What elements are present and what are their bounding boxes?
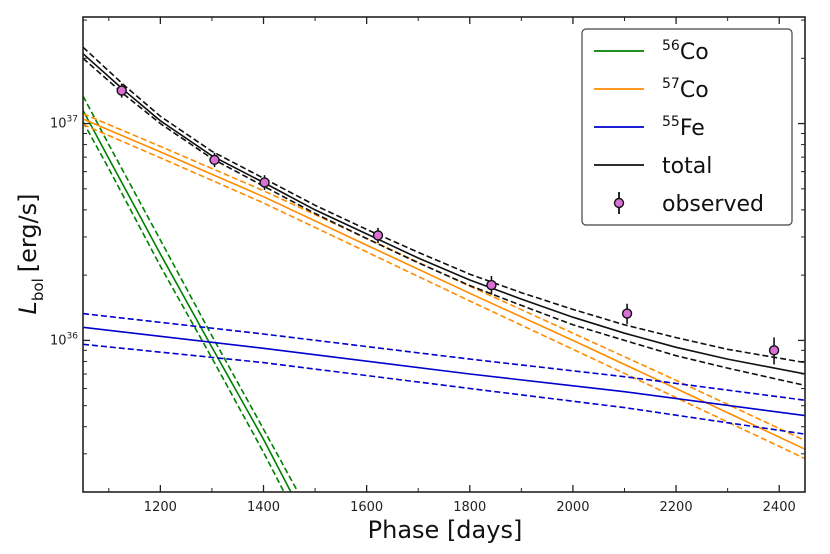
series-55fe-line	[83, 326, 805, 417]
legend-label-55fe: 55Fe	[662, 114, 705, 141]
observed-point	[209, 154, 220, 166]
observed-point	[621, 308, 633, 319]
y-axis-label-main: L	[14, 301, 42, 314]
series-57co-upper	[83, 112, 805, 442]
legend: 56Co 57Co 55Fe total observed	[581, 28, 793, 226]
y-tick-label: 1036	[50, 331, 78, 348]
observed-point	[116, 85, 127, 96]
observed-point	[259, 177, 270, 188]
legend-box	[581, 28, 793, 226]
observed-points	[116, 83, 780, 365]
series-56co-upper	[83, 95, 299, 492]
series-total-lower	[83, 57, 805, 387]
x-tick-label: 1600	[350, 500, 383, 515]
x-tick-label: 2400	[763, 500, 796, 515]
legend-label-observed: observed	[662, 192, 764, 217]
legend-label-57co: 57Co	[662, 76, 709, 103]
series-total-line	[83, 53, 805, 375]
observed-point	[768, 345, 780, 356]
x-tick-label: 1200	[144, 500, 177, 515]
x-tick-label: 2200	[660, 500, 693, 515]
y-axis-label: Lbol [erg/s]	[14, 193, 47, 314]
x-tick-label: 2000	[556, 500, 589, 515]
y-tick-label: 1037	[50, 115, 78, 132]
series-55fe-upper	[83, 312, 805, 401]
x-tick-label: 1400	[247, 500, 280, 515]
x-tick-label: 1800	[453, 500, 486, 515]
observed-point	[486, 279, 497, 291]
series-layer	[83, 46, 805, 492]
series-55fe-lower	[83, 343, 805, 435]
axes: 1200 1400 1600 1800 2000 2200 2400 1036 1037	[50, 16, 806, 515]
series-56co-line	[83, 110, 292, 492]
legend-label-total: total	[662, 154, 712, 179]
legend-swatch-observed	[613, 197, 625, 209]
plot-frame	[82, 16, 806, 493]
series-total-upper	[83, 46, 805, 364]
observed-point	[372, 230, 384, 241]
legend-label-56co: 56Co	[662, 38, 709, 65]
series-57co-lower	[83, 123, 805, 460]
axis-labels: Phase [days] Lbol [erg/s]	[14, 193, 522, 544]
y-axis-label-sub: bol	[29, 278, 47, 301]
y-axis-label-unit: [erg/s]	[14, 193, 42, 272]
x-axis-label: Phase [days]	[368, 516, 523, 544]
series-56co-lower	[83, 121, 285, 492]
